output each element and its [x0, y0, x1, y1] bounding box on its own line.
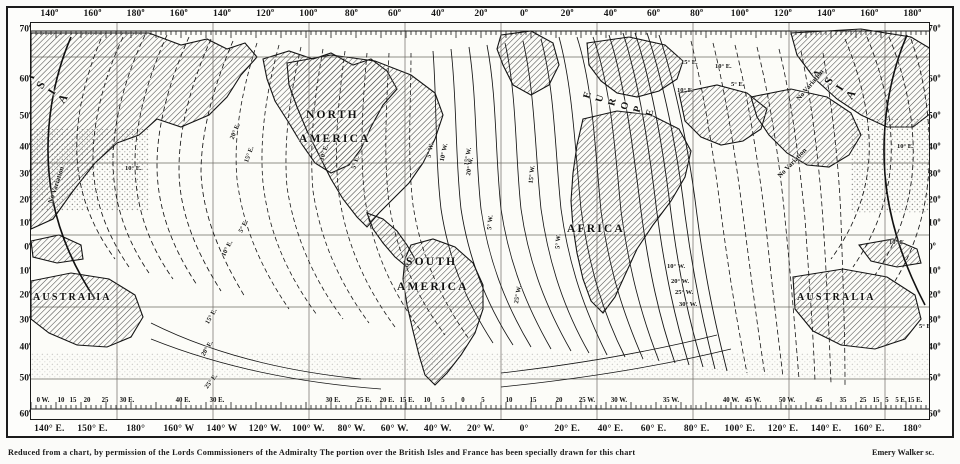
- axis-bottom-tick-15: 80° E.: [683, 424, 710, 434]
- axis-top-tick-0: 140o: [40, 8, 59, 20]
- axis-right-tick-11: 40o: [928, 341, 941, 353]
- axis-top-tick-5: 120o: [256, 8, 275, 20]
- axis-top-tick-7: 80o: [344, 8, 358, 20]
- axis-bottom: 140° E. 150° E. 180° 160° W 140° W 120° W. 100…: [8, 424, 952, 439]
- axis-top-tick-18: 140o: [817, 8, 836, 20]
- axis-right-tick-2: 50o: [928, 110, 941, 122]
- axis-right-tick-6: 10o: [928, 217, 941, 229]
- axis-top-tick-1: 160o: [83, 8, 102, 20]
- axis-right: 70o 60o 50o 40o 30o 20o 10o 0o 10o 20o 30o 40o 50o 60…: [926, 20, 952, 424]
- axis-top-tick-16: 100o: [730, 8, 749, 20]
- axis-right-tick-3: 40o: [928, 141, 941, 153]
- axis-top-tick-4: 140o: [212, 8, 231, 20]
- axis-right-tick-10: 30o: [928, 314, 941, 326]
- axis-bottom-tick-20: 180°: [903, 424, 922, 434]
- axis-right-tick-9: 20o: [928, 289, 941, 301]
- axis-right-tick-0: 70o: [928, 22, 941, 35]
- axis-right-tick-8: 10o: [928, 265, 941, 277]
- axis-bottom-tick-16: 100° E.: [724, 424, 756, 434]
- plate-caption: Reduced from a chart, by permission of t…: [8, 448, 636, 457]
- axis-bottom-tick-9: 40° W.: [423, 424, 452, 434]
- axis-bottom-tick-4: 140° W: [206, 424, 238, 434]
- axis-top-tick-12: 20o: [560, 8, 574, 20]
- axis-bottom-tick-6: 100° W.: [291, 424, 325, 434]
- axis-top-tick-10: 20o: [474, 8, 488, 20]
- axis-bottom-tick-14: 60° E.: [640, 424, 667, 434]
- axis-top-tick-11: 0o: [519, 8, 529, 20]
- axis-top: 140o 160o 180o 160o 140o 120o 100o 80o 60o 40o 20o…: [8, 8, 952, 23]
- axis-bottom-tick-11: 0°: [519, 424, 529, 434]
- axis-top-tick-3: 160o: [169, 8, 188, 20]
- axis-right-tick-12: 50o: [928, 372, 941, 384]
- axis-right-tick-5: 20o: [928, 194, 941, 206]
- axis-bottom-tick-7: 80° W.: [337, 424, 366, 434]
- axis-right-tick-4: 30o: [928, 168, 941, 180]
- axis-top-tick-15: 80o: [690, 8, 704, 20]
- map-graphics: [31, 23, 929, 419]
- axis-right-tick-1: 60o: [928, 73, 941, 85]
- axis-bottom-tick-19: 160° E.: [854, 424, 885, 434]
- axis-right-tick-7: 0o: [928, 241, 936, 253]
- axis-bottom-tick-8: 60° W.: [380, 424, 409, 434]
- axis-top-tick-13: 40o: [603, 8, 617, 20]
- axis-bottom-tick-1: 150° E.: [77, 424, 108, 434]
- axis-right-tick-13: 60o: [928, 408, 941, 420]
- axis-bottom-tick-12: 20° E.: [554, 424, 580, 434]
- axis-top-tick-8: 60o: [388, 8, 402, 20]
- axis-top-tick-14: 60o: [646, 8, 661, 20]
- axis-top-tick-20: 180o: [903, 8, 922, 20]
- axis-top-tick-17: 120o: [773, 8, 792, 20]
- engraver-credit: Emery Walker sc.: [872, 448, 935, 457]
- axis-bottom-tick-5: 120° W.: [248, 424, 282, 434]
- axis-bottom-tick-10: 20° W.: [467, 424, 495, 434]
- world-map-canvas: A S I A NORTH AMERICA SOUTH AMERICA AFRICA E U R O P E…: [30, 22, 930, 420]
- axis-bottom-tick-0: 140° E.: [34, 424, 65, 434]
- axis-bottom-tick-2: 180°: [126, 424, 146, 434]
- axis-bottom-tick-17: 120° E.: [767, 424, 799, 434]
- axis-bottom-tick-18: 140° E.: [810, 424, 842, 434]
- axis-top-tick-2: 180o: [126, 8, 145, 20]
- axis-top-tick-9: 40o: [431, 8, 445, 20]
- axis-bottom-tick-3: 160° W: [163, 424, 195, 434]
- axis-top-tick-6: 100o: [299, 8, 318, 20]
- axis-bottom-tick-13: 40° E.: [597, 424, 624, 434]
- axis-top-tick-19: 160o: [860, 8, 879, 20]
